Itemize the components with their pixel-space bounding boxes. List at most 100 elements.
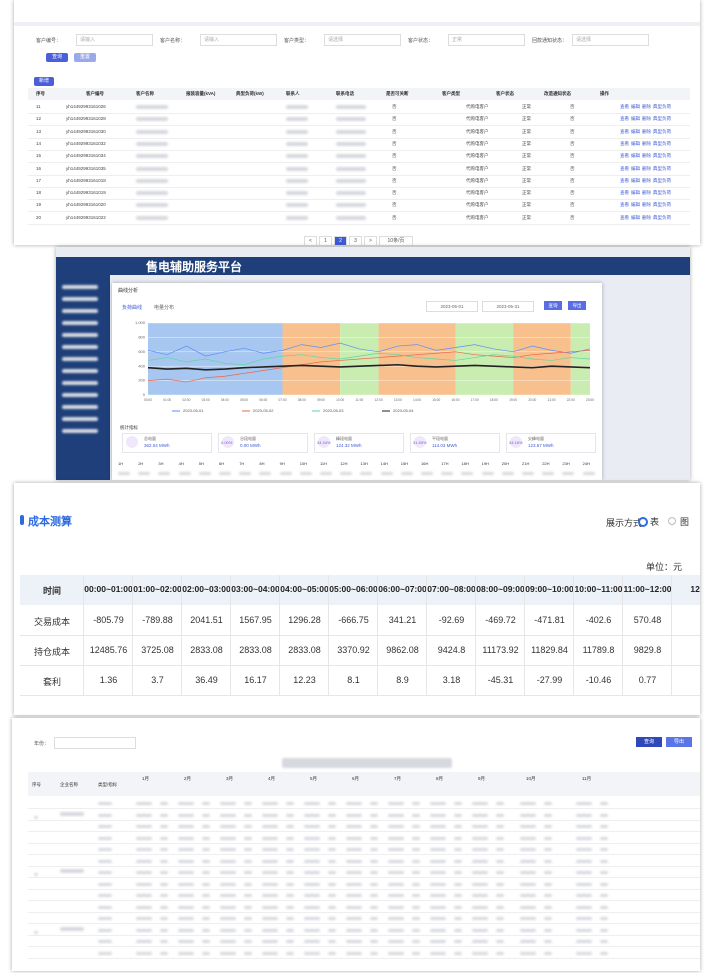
blurred-text: [202, 802, 210, 805]
row-line: [28, 186, 690, 188]
cell: -469.72: [485, 615, 516, 625]
button[interactable]: 查询: [544, 301, 562, 310]
action-link[interactable]: 典型负荷: [653, 104, 671, 109]
cell: 正常: [522, 140, 531, 146]
cell: 14: [36, 140, 42, 146]
page-item[interactable]: 2: [334, 236, 347, 245]
blurred-text: [202, 813, 210, 817]
blurred-text: [600, 928, 608, 932]
hour-label: 4H: [178, 461, 184, 466]
action-link[interactable]: 删除: [642, 140, 651, 146]
hour-label: 3H: [158, 461, 164, 466]
blurred-text: [286, 940, 294, 943]
blurred-text: [98, 848, 112, 851]
button[interactable]: 查询: [636, 737, 662, 747]
action-link[interactable]: 删除: [642, 202, 651, 208]
filter-label: 回款通知状态：: [532, 38, 568, 44]
action-link[interactable]: 典型负荷: [653, 177, 671, 183]
action-link[interactable]: 查看: [620, 140, 629, 146]
blurred-text: [600, 802, 608, 805]
action-link[interactable]: 编辑: [631, 202, 640, 208]
blurred-text: [346, 871, 362, 874]
action-link[interactable]: 编辑: [631, 214, 640, 220]
blurred-text: [542, 472, 555, 475]
action-link[interactable]: 删除: [642, 116, 651, 122]
action-link[interactable]: 编辑: [631, 116, 640, 122]
action-link[interactable]: 典型负荷: [653, 165, 671, 171]
header-cell: 10:00~11:00: [574, 584, 623, 594]
blurred-text: [412, 951, 420, 955]
action-link[interactable]: 编辑: [631, 190, 640, 196]
radio[interactable]: [668, 517, 676, 525]
col-line: [279, 575, 280, 695]
app-title: 售电辅助服务平台: [146, 260, 243, 274]
button[interactable]: 重置: [74, 53, 96, 62]
cell: 0.77: [638, 675, 657, 685]
cell: 13: [36, 128, 42, 134]
blurred-text: [98, 836, 112, 840]
blurred-text: [62, 357, 98, 361]
blurred-text: [178, 825, 194, 828]
title-icon: [20, 515, 24, 525]
blurred-text: [60, 869, 84, 873]
action-link[interactable]: 典型负荷: [653, 202, 671, 208]
action-link[interactable]: 删除: [642, 128, 651, 134]
action-link[interactable]: 典型负荷: [653, 153, 671, 159]
tab[interactable]: 电量分布: [154, 305, 175, 311]
action-link[interactable]: 典型负荷: [653, 190, 671, 196]
x-tick-label: 22:00: [567, 398, 575, 402]
action-link[interactable]: 查看: [620, 214, 629, 220]
action-link[interactable]: 删除: [642, 165, 651, 171]
cell: 代购电客户: [466, 140, 489, 146]
action-link[interactable]: 查看: [620, 116, 629, 122]
page-item[interactable]: 10条/页: [379, 236, 413, 245]
action-link[interactable]: 编辑: [631, 153, 640, 159]
action-link[interactable]: 删除: [642, 104, 651, 109]
action-link[interactable]: 查看: [620, 177, 629, 183]
blurred-text: [244, 917, 252, 920]
radio[interactable]: [638, 517, 648, 527]
blurred-text: [576, 859, 592, 863]
action-link[interactable]: 典型负荷: [653, 140, 671, 146]
action-link[interactable]: 删除: [642, 190, 651, 196]
action-link[interactable]: 编辑: [631, 128, 640, 134]
row-line: [28, 877, 700, 878]
action-link[interactable]: 删除: [642, 177, 651, 183]
blurred-text: [346, 905, 362, 909]
action-link[interactable]: 删除: [642, 214, 651, 220]
blurred-text: [244, 813, 252, 817]
button[interactable]: 查询: [46, 53, 68, 62]
button[interactable]: 导出: [568, 301, 586, 310]
blurred-text: [62, 309, 98, 313]
action-link[interactable]: 典型负荷: [653, 128, 671, 134]
blurred-text: [98, 871, 112, 874]
action-link[interactable]: 编辑: [631, 140, 640, 146]
x-tick-label: 15:00: [432, 398, 440, 402]
blurred-text: [286, 166, 308, 171]
action-link[interactable]: 删除: [642, 153, 651, 159]
page-item[interactable]: 3: [349, 236, 362, 245]
page-item[interactable]: >: [364, 236, 377, 245]
action-link[interactable]: 典型负荷: [653, 116, 671, 122]
action-link[interactable]: 编辑: [631, 177, 640, 183]
action-link[interactable]: 查看: [620, 128, 629, 134]
cell: 1567.95: [239, 615, 272, 625]
action-link[interactable]: 编辑: [631, 104, 640, 109]
blurred-text: [496, 894, 504, 897]
action-link[interactable]: 编辑: [631, 165, 640, 171]
button[interactable]: 导出: [666, 737, 692, 747]
action-link[interactable]: 查看: [620, 153, 629, 159]
action-link[interactable]: 典型负荷: [653, 214, 671, 220]
action-link[interactable]: 查看: [620, 104, 629, 109]
column-header: 客户名称: [136, 91, 154, 96]
tab[interactable]: 负荷曲线: [122, 305, 143, 311]
year-label: 年份：: [34, 741, 50, 747]
action-link[interactable]: 查看: [620, 190, 629, 196]
add-button[interactable]: 新增: [34, 77, 54, 86]
page-item[interactable]: 1: [319, 236, 332, 245]
blurred-text: [544, 836, 552, 840]
blurred-text: [286, 905, 294, 909]
action-link[interactable]: 查看: [620, 202, 629, 208]
action-link[interactable]: 查看: [620, 165, 629, 171]
page-item[interactable]: <: [304, 236, 317, 245]
